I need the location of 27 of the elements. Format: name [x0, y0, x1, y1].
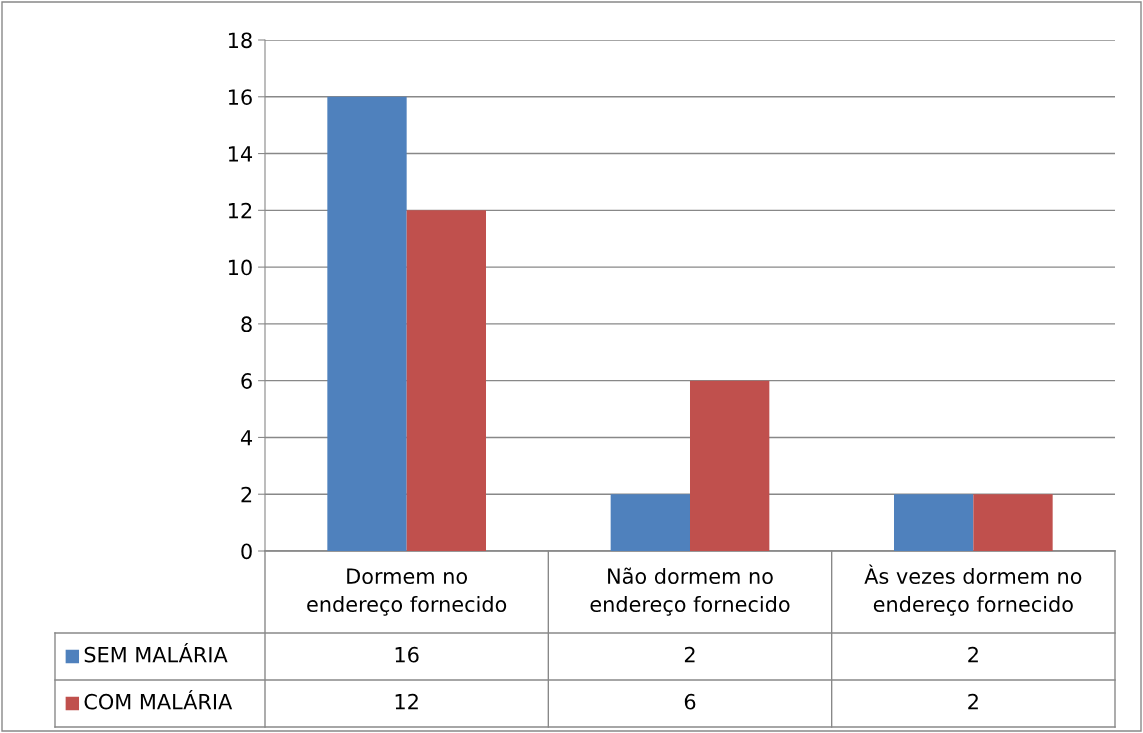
legend-label: SEM MALÁRIA [84, 642, 228, 663]
y-tick-label: 14 [228, 146, 253, 162]
y-tick-label: 2 [241, 486, 252, 503]
data-label: 2 [968, 693, 978, 710]
x-tick-label: Dormem no endereço fornecido [307, 568, 507, 616]
data-label: 2 [684, 646, 695, 663]
data-label: 2 [968, 646, 978, 663]
bar [894, 494, 974, 551]
legend-label: COM MALÁRIA [84, 689, 233, 710]
data-label: 6 [684, 693, 696, 710]
y-tick-label: 0 [241, 543, 252, 560]
data-label: 12 [395, 693, 418, 710]
bar [973, 494, 1053, 551]
y-tick-label: 16 [228, 89, 252, 105]
data-label: 16 [395, 646, 419, 663]
bar [406, 210, 486, 551]
y-tick-label: 4 [240, 430, 253, 446]
bar [690, 380, 770, 551]
y-tick-label: 12 [228, 202, 252, 219]
y-tick-label: 18 [228, 32, 252, 49]
x-tick-label: Não dormem no endereço fornecido [590, 567, 790, 616]
bar [610, 494, 690, 551]
bar [327, 96, 407, 551]
x-tick-label: Às vezes dormem no endereço fornecido [864, 564, 1082, 616]
y-tick-label: 10 [228, 259, 252, 276]
y-tick-label: 8 [241, 316, 252, 333]
y-tick-label: 6 [241, 373, 252, 389]
